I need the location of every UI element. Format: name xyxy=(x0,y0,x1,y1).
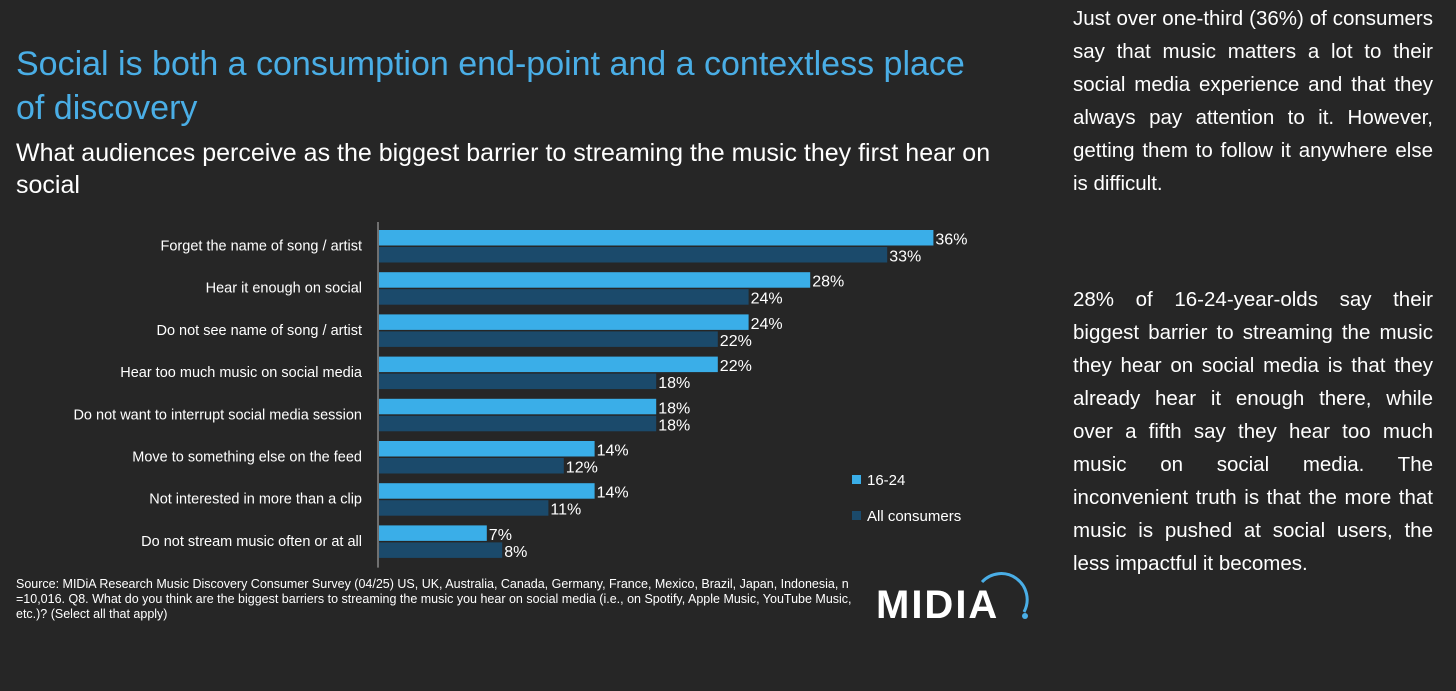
bar-all-consumers xyxy=(379,415,657,432)
data-label: 28% xyxy=(812,274,844,291)
bar-all-consumers xyxy=(379,500,549,516)
bar-16-24 xyxy=(379,230,934,246)
data-label: 14% xyxy=(597,443,629,460)
data-label: 11% xyxy=(550,502,581,519)
data-label: 18% xyxy=(658,375,690,392)
midia-logo: MIDIA xyxy=(876,572,1029,627)
bar-all-consumers xyxy=(379,373,657,390)
data-label: 22% xyxy=(720,333,752,350)
side-paragraph-1: Just over one-third (36%) of consumers s… xyxy=(1073,7,1433,195)
svg-text:MIDIA: MIDIA xyxy=(876,583,999,627)
side-paragraph-2: 28% of 16-24-year-olds say their biggest… xyxy=(1073,288,1433,575)
data-label: 12% xyxy=(566,460,598,477)
data-label: 33% xyxy=(889,249,921,266)
bar-16-24 xyxy=(379,483,595,499)
bar-16-24 xyxy=(379,356,718,373)
bar-all-consumers xyxy=(379,458,564,474)
data-label: 14% xyxy=(597,485,629,502)
data-label: 18% xyxy=(658,400,690,417)
data-label: 22% xyxy=(720,358,752,375)
data-label: 24% xyxy=(751,316,783,333)
bar-all-consumers xyxy=(379,289,749,305)
bar-16-24 xyxy=(379,441,595,457)
bar-16-24 xyxy=(379,525,487,541)
data-label: 7% xyxy=(489,527,512,544)
chart-subtitle: What audiences perceive as the biggest b… xyxy=(16,139,991,199)
category-label: Hear too much music on social media xyxy=(120,365,363,381)
data-label: 18% xyxy=(658,417,690,434)
bar-16-24 xyxy=(379,398,657,415)
data-label: 36% xyxy=(935,232,967,249)
data-label: 8% xyxy=(504,544,527,561)
category-label: Forget the name of song / artist xyxy=(161,239,363,255)
legend-swatch xyxy=(852,475,861,484)
category-label: Do not see name of song / artist xyxy=(156,323,362,339)
legend-label: 16-24 xyxy=(867,472,905,489)
bar-16-24 xyxy=(379,272,811,288)
bar-all-consumers xyxy=(379,542,503,558)
bar-all-consumers xyxy=(379,247,888,263)
category-label: Move to something else on the feed xyxy=(132,450,362,466)
category-label: Hear it enough on social xyxy=(206,281,362,297)
bar-16-24 xyxy=(379,314,749,330)
category-label: Do not want to interrupt social media se… xyxy=(73,407,362,423)
data-label: 24% xyxy=(751,291,783,308)
source-note: Source: MIDiA Research Music Discovery C… xyxy=(16,577,852,621)
bar-chart: Forget the name of song / artist 36% 33% He… xyxy=(73,222,967,568)
category-label: Not interested in more than a clip xyxy=(149,492,362,508)
page-title: Social is both a consumption end-point a… xyxy=(16,45,965,127)
bar-all-consumers xyxy=(379,331,718,347)
legend-swatch xyxy=(852,511,861,520)
category-label: Do not stream music often or at all xyxy=(141,534,362,550)
legend-label: All consumers xyxy=(867,508,961,525)
